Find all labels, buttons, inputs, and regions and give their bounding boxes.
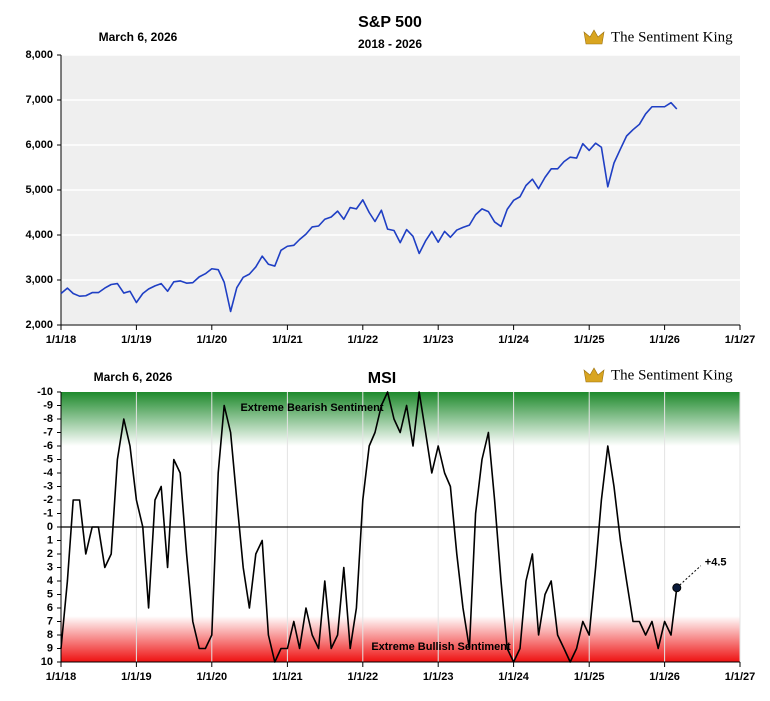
bullish-zone xyxy=(61,616,740,662)
y-tick-label: 0 xyxy=(47,521,53,533)
date: March 6, 2026 xyxy=(99,30,178,44)
bearish-zone xyxy=(61,392,740,446)
y-tick-label: -5 xyxy=(43,453,53,465)
x-tick-label: 1/1/22 xyxy=(348,334,379,346)
y-tick-label: 3,000 xyxy=(25,274,53,286)
x-tick-label: 1/1/27 xyxy=(725,671,756,683)
y-tick-label: 10 xyxy=(41,656,53,668)
y-tick-label: 5 xyxy=(47,588,53,600)
point-marker xyxy=(672,583,682,593)
x-tick-label: 1/1/27 xyxy=(725,334,756,346)
y-tick-label: -10 xyxy=(37,386,53,398)
y-tick-label: -3 xyxy=(43,480,53,492)
x-tick-label: 1/1/19 xyxy=(121,671,152,683)
x-tick-label: 1/1/23 xyxy=(423,334,454,346)
y-tick-label: -1 xyxy=(43,507,53,519)
brand-logo: The Sentiment King xyxy=(583,29,733,45)
y-tick-label: 5,000 xyxy=(25,184,53,196)
x-tick-label: 1/1/26 xyxy=(649,671,680,683)
x-tick-label: 1/1/25 xyxy=(574,671,605,683)
y-tick-label: 7,000 xyxy=(25,94,53,106)
y-tick-label: 6,000 xyxy=(25,139,53,151)
y-tick-label: -9 xyxy=(43,399,53,411)
data-line xyxy=(60,101,678,313)
y-tick-label: -7 xyxy=(43,426,53,438)
brand: The Sentiment King xyxy=(611,367,733,383)
x-tick-label: 1/1/18 xyxy=(46,334,77,346)
y-tick-label: -2 xyxy=(43,494,53,506)
y-tick-label: 4,000 xyxy=(25,229,53,241)
y-tick-label: 2 xyxy=(47,548,53,560)
x-tick-label: 1/1/22 xyxy=(348,671,379,683)
annotation: Extreme Bearish Sentiment xyxy=(240,402,383,414)
x-tick-label: 1/1/19 xyxy=(121,334,152,346)
y-tick-label: 1 xyxy=(47,534,53,546)
y-tick-label: 8,000 xyxy=(25,49,53,61)
chart-title: MSI xyxy=(368,370,396,387)
y-tick-label: 3 xyxy=(47,561,53,573)
x-tick-label: 1/1/25 xyxy=(574,334,605,346)
x-tick-label: 1/1/24 xyxy=(498,334,529,346)
data-line xyxy=(60,391,678,663)
x-tick-label: 1/1/24 xyxy=(498,671,529,683)
y-tick-label: 9 xyxy=(47,642,53,654)
brand-logo: The Sentiment King xyxy=(583,367,733,383)
date: March 6, 2026 xyxy=(94,370,173,384)
y-tick-label: 6 xyxy=(47,602,53,614)
y-tick-label: -8 xyxy=(43,413,53,425)
chart-title: S&P 500 xyxy=(358,14,422,31)
y-tick-label: 4 xyxy=(47,575,54,587)
x-tick-label: 1/1/21 xyxy=(272,334,303,346)
annotation: Extreme Bullish Sentiment xyxy=(371,641,511,653)
crown-icon xyxy=(583,367,605,383)
y-tick-label: -4 xyxy=(43,467,54,479)
brand: The Sentiment King xyxy=(611,29,733,45)
value-label: +4.5 xyxy=(705,557,727,569)
x-tick-label: 1/1/20 xyxy=(197,671,228,683)
y-tick-label: -6 xyxy=(43,440,53,452)
y-tick-label: 7 xyxy=(47,615,53,627)
x-tick-label: 1/1/20 xyxy=(197,334,228,346)
x-tick-label: 1/1/26 xyxy=(649,334,680,346)
label-leader xyxy=(676,565,702,589)
chart-subtitle: 2018 - 2026 xyxy=(358,37,422,51)
x-tick-label: 1/1/23 xyxy=(423,671,454,683)
x-tick-label: 1/1/21 xyxy=(272,671,303,683)
y-tick-label: 2,000 xyxy=(25,319,53,331)
x-tick-label: 1/1/18 xyxy=(46,671,77,683)
y-tick-label: 8 xyxy=(47,629,53,641)
crown-icon xyxy=(583,29,605,45)
